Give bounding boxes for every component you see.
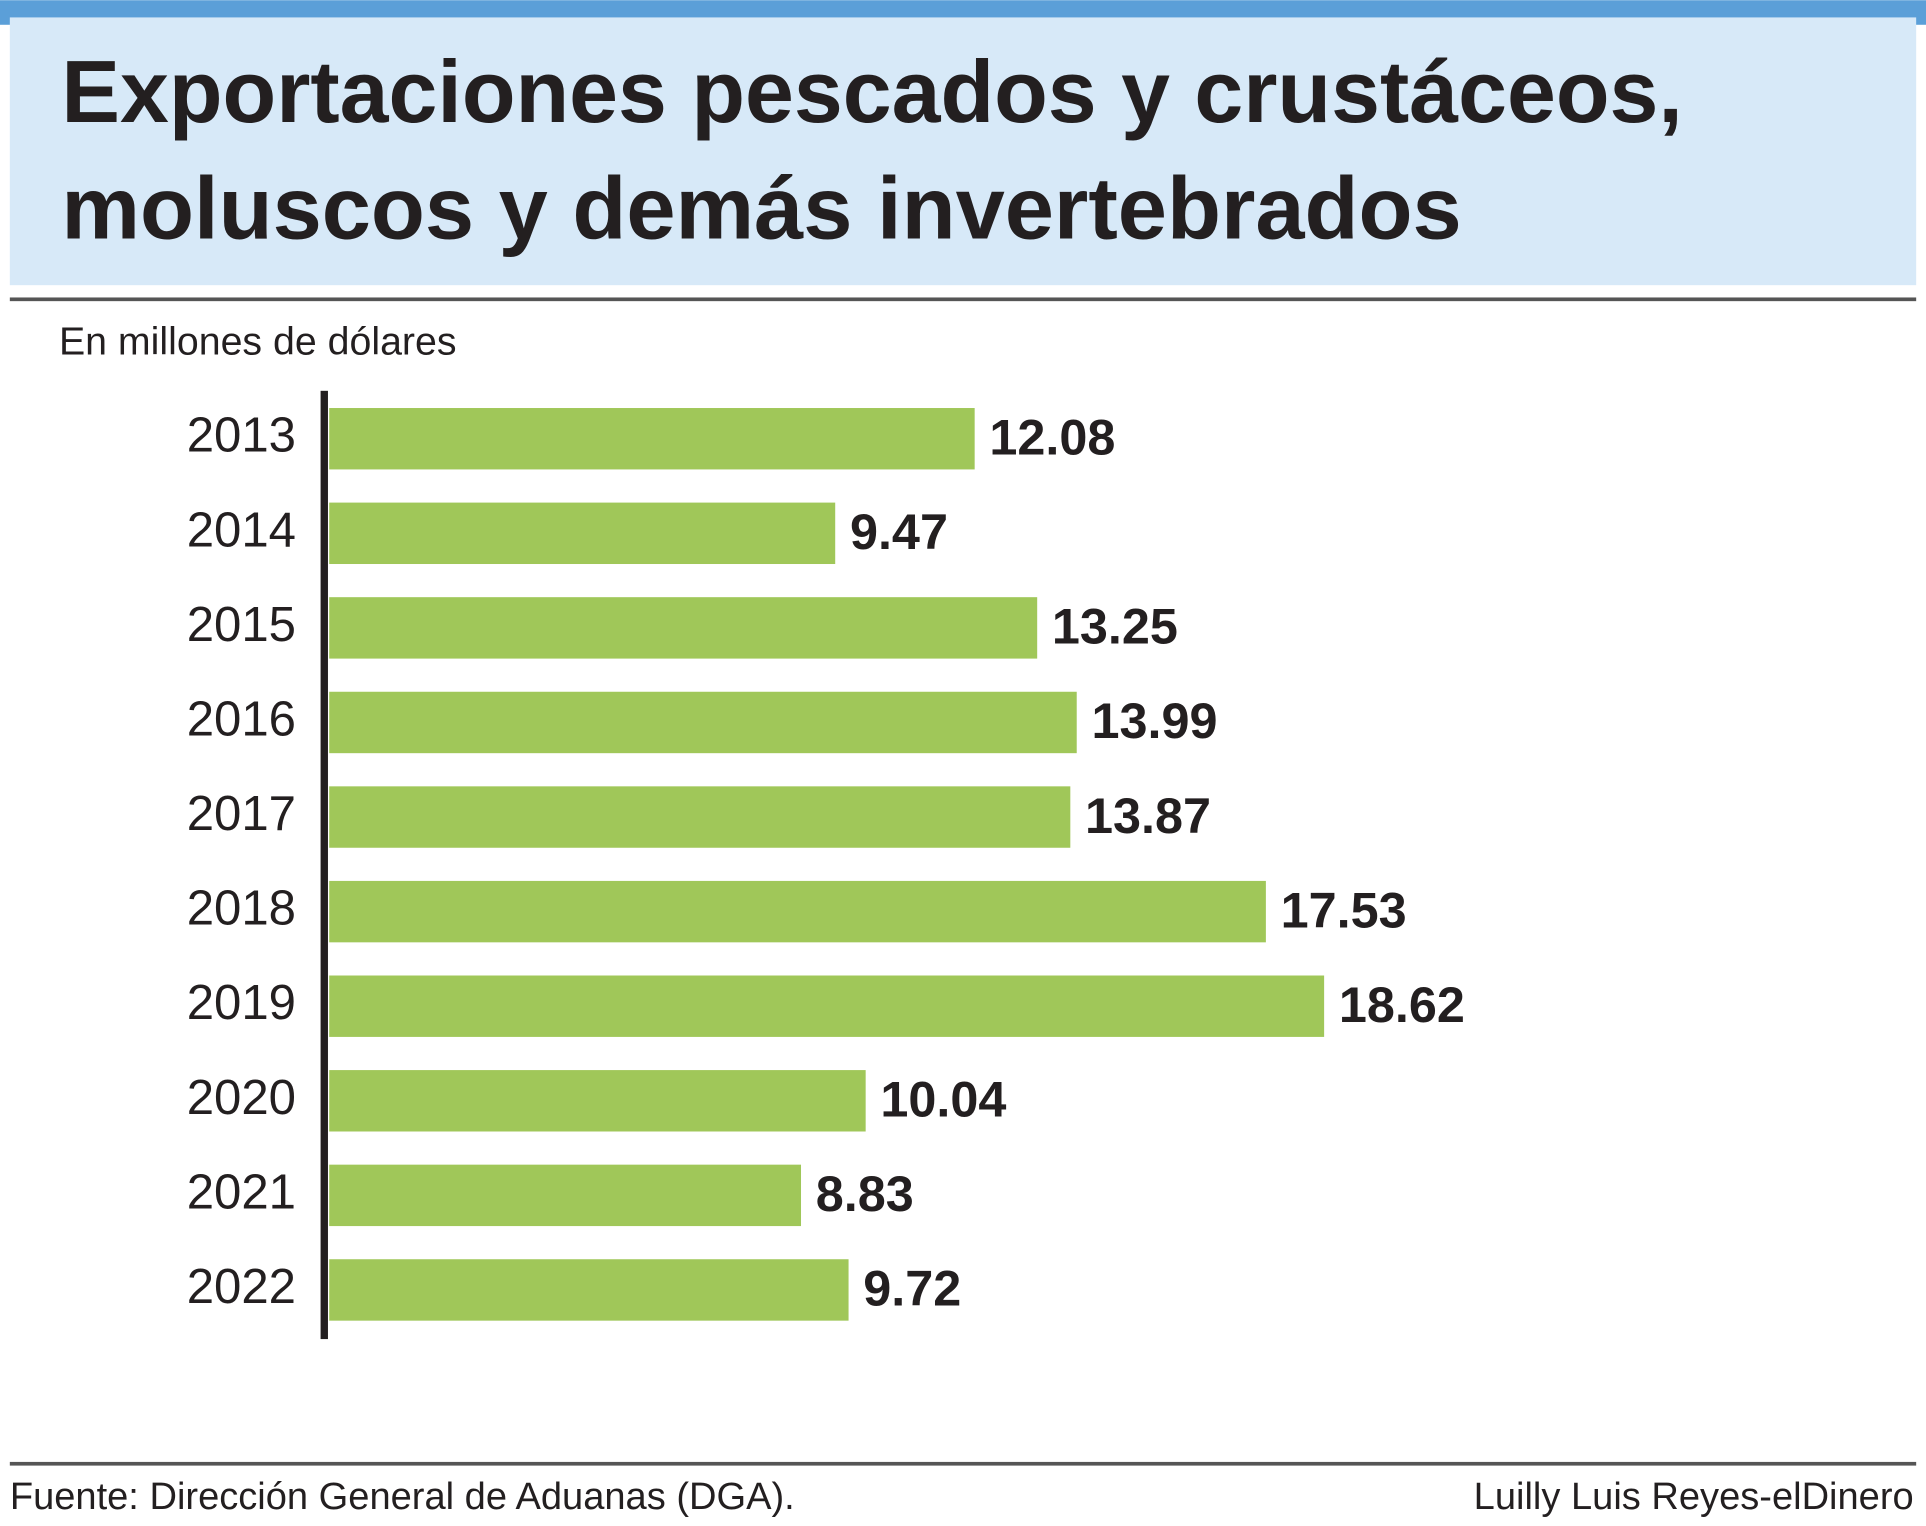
value-label: 12.08 [989, 408, 1115, 465]
bar [329, 691, 1077, 754]
divider [9, 297, 1917, 302]
value-label: 13.25 [1052, 598, 1178, 655]
value-label: 17.53 [1281, 881, 1407, 938]
y-tick-label: 2015 [187, 598, 296, 652]
y-tick-label: 2016 [187, 692, 296, 746]
bar [329, 408, 975, 470]
value-label: 9.72 [863, 1260, 961, 1317]
bar [329, 1259, 849, 1321]
value-label: 10.04 [880, 1071, 1006, 1128]
y-tick-label: 2013 [187, 409, 296, 463]
bar [329, 1070, 866, 1132]
bar [329, 502, 836, 565]
header-box [9, 17, 1917, 286]
credit: Luilly Luis Reyes-elDinero [1474, 1476, 1914, 1518]
y-tick-label: 2020 [187, 1071, 296, 1125]
value-label: 13.99 [1091, 692, 1217, 749]
divider [9, 1461, 1917, 1466]
value-label: 18.62 [1339, 976, 1465, 1033]
y-tick-label: 2022 [187, 1260, 296, 1314]
y-tick-label: 2018 [187, 882, 296, 936]
value-label: 9.47 [850, 503, 948, 560]
source: Fuente: Dirección General de Aduanas (DG… [10, 1476, 795, 1518]
bar [329, 786, 1071, 848]
axis-line [320, 390, 328, 1340]
value-label: 8.83 [816, 1165, 914, 1222]
subtitle: En millones de dólares [59, 320, 457, 364]
chart-title: Exportaciones pescados y crustáceos, [61, 42, 1682, 141]
y-tick-label: 2014 [187, 503, 296, 557]
bar [329, 975, 1325, 1037]
chart-title: moluscos y demás invertebrados [61, 159, 1461, 258]
y-tick-label: 2019 [187, 976, 296, 1030]
bar [329, 597, 1038, 659]
bar [329, 880, 1266, 943]
y-tick-label: 2017 [187, 787, 296, 841]
value-label: 13.87 [1085, 787, 1211, 844]
y-tick-label: 2021 [187, 1165, 296, 1219]
bar [329, 1164, 802, 1227]
